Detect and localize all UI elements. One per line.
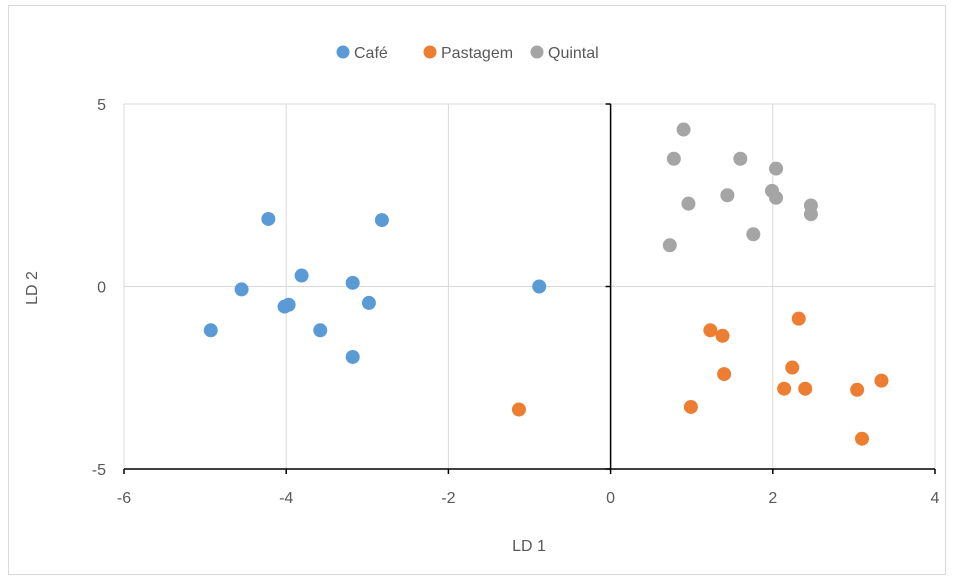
data-point bbox=[345, 275, 360, 290]
data-point bbox=[261, 211, 276, 226]
data-points bbox=[203, 122, 889, 446]
x-tick-label: 0 bbox=[606, 490, 615, 507]
data-point bbox=[294, 268, 309, 283]
scatter-plot: Café Pastagem Quintal -6 -4 -2 0 2 4 -5 0 5 LD 1 L… bbox=[24, 45, 940, 555]
x-tick-label: 2 bbox=[768, 490, 777, 507]
data-point bbox=[791, 311, 806, 326]
legend: Café Pastagem Quintal bbox=[336, 45, 599, 62]
chart-area: Café Pastagem Quintal -6 -4 -2 0 2 4 -5 0 5 LD 1 L… bbox=[8, 5, 946, 575]
y-tick-label: 5 bbox=[97, 97, 106, 114]
legend-label: Pastagem bbox=[441, 45, 513, 62]
x-tick-label: 4 bbox=[931, 490, 940, 507]
data-point bbox=[798, 381, 813, 396]
data-point bbox=[850, 382, 865, 397]
series-pastagem bbox=[511, 311, 889, 446]
legend-label: Quintal bbox=[548, 45, 599, 62]
data-point bbox=[681, 196, 696, 211]
data-point bbox=[733, 151, 748, 166]
data-point bbox=[855, 431, 870, 446]
data-point bbox=[676, 122, 691, 137]
data-point bbox=[720, 188, 735, 203]
data-point bbox=[874, 373, 889, 388]
data-point bbox=[234, 282, 249, 297]
data-point bbox=[374, 213, 389, 228]
x-tick-label: -4 bbox=[279, 490, 293, 507]
data-point bbox=[785, 360, 800, 375]
data-point bbox=[666, 151, 681, 166]
data-point bbox=[717, 367, 732, 382]
data-point bbox=[662, 238, 677, 253]
data-point bbox=[715, 328, 730, 343]
data-point bbox=[769, 161, 784, 176]
legend-label: Café bbox=[354, 45, 388, 62]
y-axis-title: LD 2 bbox=[24, 271, 41, 305]
data-point bbox=[683, 399, 698, 414]
data-point bbox=[511, 402, 526, 417]
data-point bbox=[746, 227, 761, 242]
legend-marker bbox=[423, 45, 437, 59]
data-point bbox=[345, 349, 360, 364]
data-point bbox=[769, 190, 784, 205]
data-point bbox=[703, 323, 718, 338]
tick-labels: -6 -4 -2 0 2 4 -5 0 5 bbox=[92, 97, 940, 507]
y-tick-label: -5 bbox=[92, 462, 106, 479]
data-point bbox=[281, 297, 296, 312]
data-point bbox=[203, 323, 218, 338]
x-tick-label: -6 bbox=[117, 490, 131, 507]
data-point bbox=[777, 381, 792, 396]
data-point bbox=[313, 323, 328, 338]
series-quintal bbox=[662, 122, 818, 253]
x-axis-title: LD 1 bbox=[512, 538, 546, 555]
data-point bbox=[361, 295, 376, 310]
axes bbox=[123, 103, 936, 474]
y-tick-label: 0 bbox=[97, 280, 106, 297]
legend-marker bbox=[530, 45, 544, 59]
legend-marker bbox=[336, 45, 350, 59]
series-caf bbox=[203, 211, 547, 364]
data-point bbox=[532, 279, 547, 294]
x-tick-label: -2 bbox=[441, 490, 455, 507]
data-point bbox=[803, 207, 818, 222]
